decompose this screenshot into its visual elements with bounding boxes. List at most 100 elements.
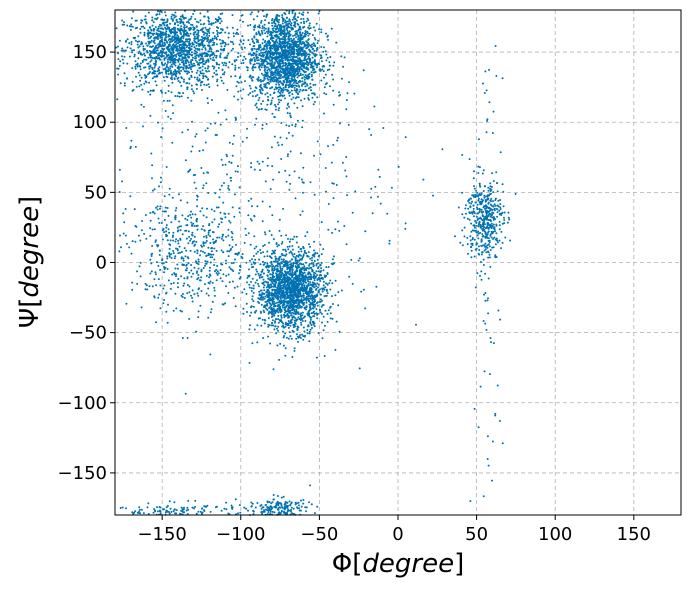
scatter-point: [249, 92, 252, 95]
scatter-point: [168, 187, 171, 190]
scatter-point: [276, 18, 278, 21]
scatter-point: [309, 273, 312, 276]
scatter-point: [290, 314, 292, 317]
scatter-point: [297, 250, 300, 253]
scatter-point: [189, 32, 192, 35]
scatter-point: [140, 41, 143, 44]
scatter-point: [180, 66, 183, 69]
scatter-point: [179, 22, 182, 25]
scatter-point: [242, 312, 245, 315]
scatter-point: [287, 67, 290, 70]
scatter-point: [310, 262, 313, 265]
scatter-point: [260, 108, 263, 111]
scatter-point: [310, 46, 313, 48]
scatter-point: [275, 297, 278, 300]
scatter-point: [254, 26, 256, 29]
scatter-point: [183, 297, 186, 299]
scatter-point: [267, 283, 270, 286]
scatter-point: [251, 342, 254, 345]
scatter-point: [302, 299, 305, 301]
scatter-point: [173, 47, 175, 50]
scatter-point: [311, 259, 313, 262]
scatter-point: [294, 260, 297, 262]
scatter-point: [172, 70, 175, 73]
scatter-point: [275, 60, 278, 63]
scatter-point: [137, 35, 140, 38]
scatter-point: [284, 19, 287, 22]
scatter-point: [242, 59, 244, 62]
scatter-point: [283, 94, 286, 97]
scatter-point: [293, 235, 296, 238]
scatter-point: [171, 18, 174, 21]
scatter-point: [307, 282, 310, 285]
scatter-point: [206, 67, 209, 70]
scatter-point: [297, 60, 300, 63]
scatter-point: [293, 52, 296, 55]
scatter-point: [254, 258, 257, 261]
scatter-point: [156, 205, 159, 208]
scatter-point: [245, 234, 248, 237]
scatter-point: [186, 86, 189, 89]
scatter-point: [173, 78, 176, 80]
scatter-point: [281, 65, 284, 68]
scatter-point: [307, 38, 310, 41]
scatter-point: [257, 56, 259, 59]
scatter-point: [270, 252, 273, 255]
scatter-point: [152, 28, 155, 30]
scatter-point: [278, 33, 281, 36]
scatter-point: [273, 328, 276, 331]
scatter-point: [167, 214, 170, 217]
scatter-point: [255, 53, 258, 56]
scatter-point: [221, 235, 224, 238]
scatter-point: [258, 33, 261, 36]
scatter-point: [290, 98, 293, 101]
scatter-point: [233, 60, 236, 63]
scatter-point: [228, 250, 231, 253]
scatter-point: [177, 71, 180, 74]
scatter-point: [228, 61, 231, 64]
scatter-point: [290, 337, 293, 340]
scatter-point: [171, 273, 174, 276]
scatter-point: [216, 265, 219, 267]
scatter-point: [274, 69, 277, 72]
scatter-point: [166, 257, 169, 260]
scatter-point: [293, 102, 296, 105]
scatter-point: [274, 40, 277, 43]
scatter-point: [282, 36, 285, 38]
scatter-point: [302, 263, 305, 266]
scatter-point: [273, 284, 276, 287]
scatter-point: [204, 75, 207, 78]
scatter-point: [265, 86, 268, 89]
scatter-point: [224, 216, 227, 219]
scatter-point: [291, 41, 294, 44]
scatter-point: [310, 312, 313, 315]
scatter-point: [259, 49, 262, 52]
scatter-point: [221, 263, 224, 266]
scatter-point: [173, 44, 176, 47]
scatter-point: [278, 77, 281, 80]
scatter-point: [285, 81, 288, 84]
scatter-point: [296, 328, 299, 331]
scatter-point: [288, 83, 291, 85]
scatter-point: [122, 62, 125, 65]
scatter-point: [294, 319, 297, 322]
scatter-point: [226, 26, 229, 29]
scatter-point: [297, 335, 299, 338]
scatter-point: [263, 292, 266, 295]
scatter-point: [149, 52, 152, 55]
scatter-point: [279, 43, 282, 46]
scatter-point: [173, 38, 176, 41]
scatter-point: [279, 75, 282, 77]
scatter-point: [197, 34, 200, 37]
scatter-point: [261, 298, 264, 301]
scatter-point: [207, 65, 210, 68]
scatter-point: [217, 16, 220, 19]
scatter-point: [296, 259, 299, 262]
scatter-point: [294, 21, 297, 24]
scatter-point: [272, 72, 274, 75]
scatter-point: [287, 326, 290, 329]
scatter-point: [162, 76, 165, 79]
scatter-point: [130, 23, 133, 26]
scatter-point: [278, 15, 281, 17]
scatter-point: [154, 17, 157, 20]
